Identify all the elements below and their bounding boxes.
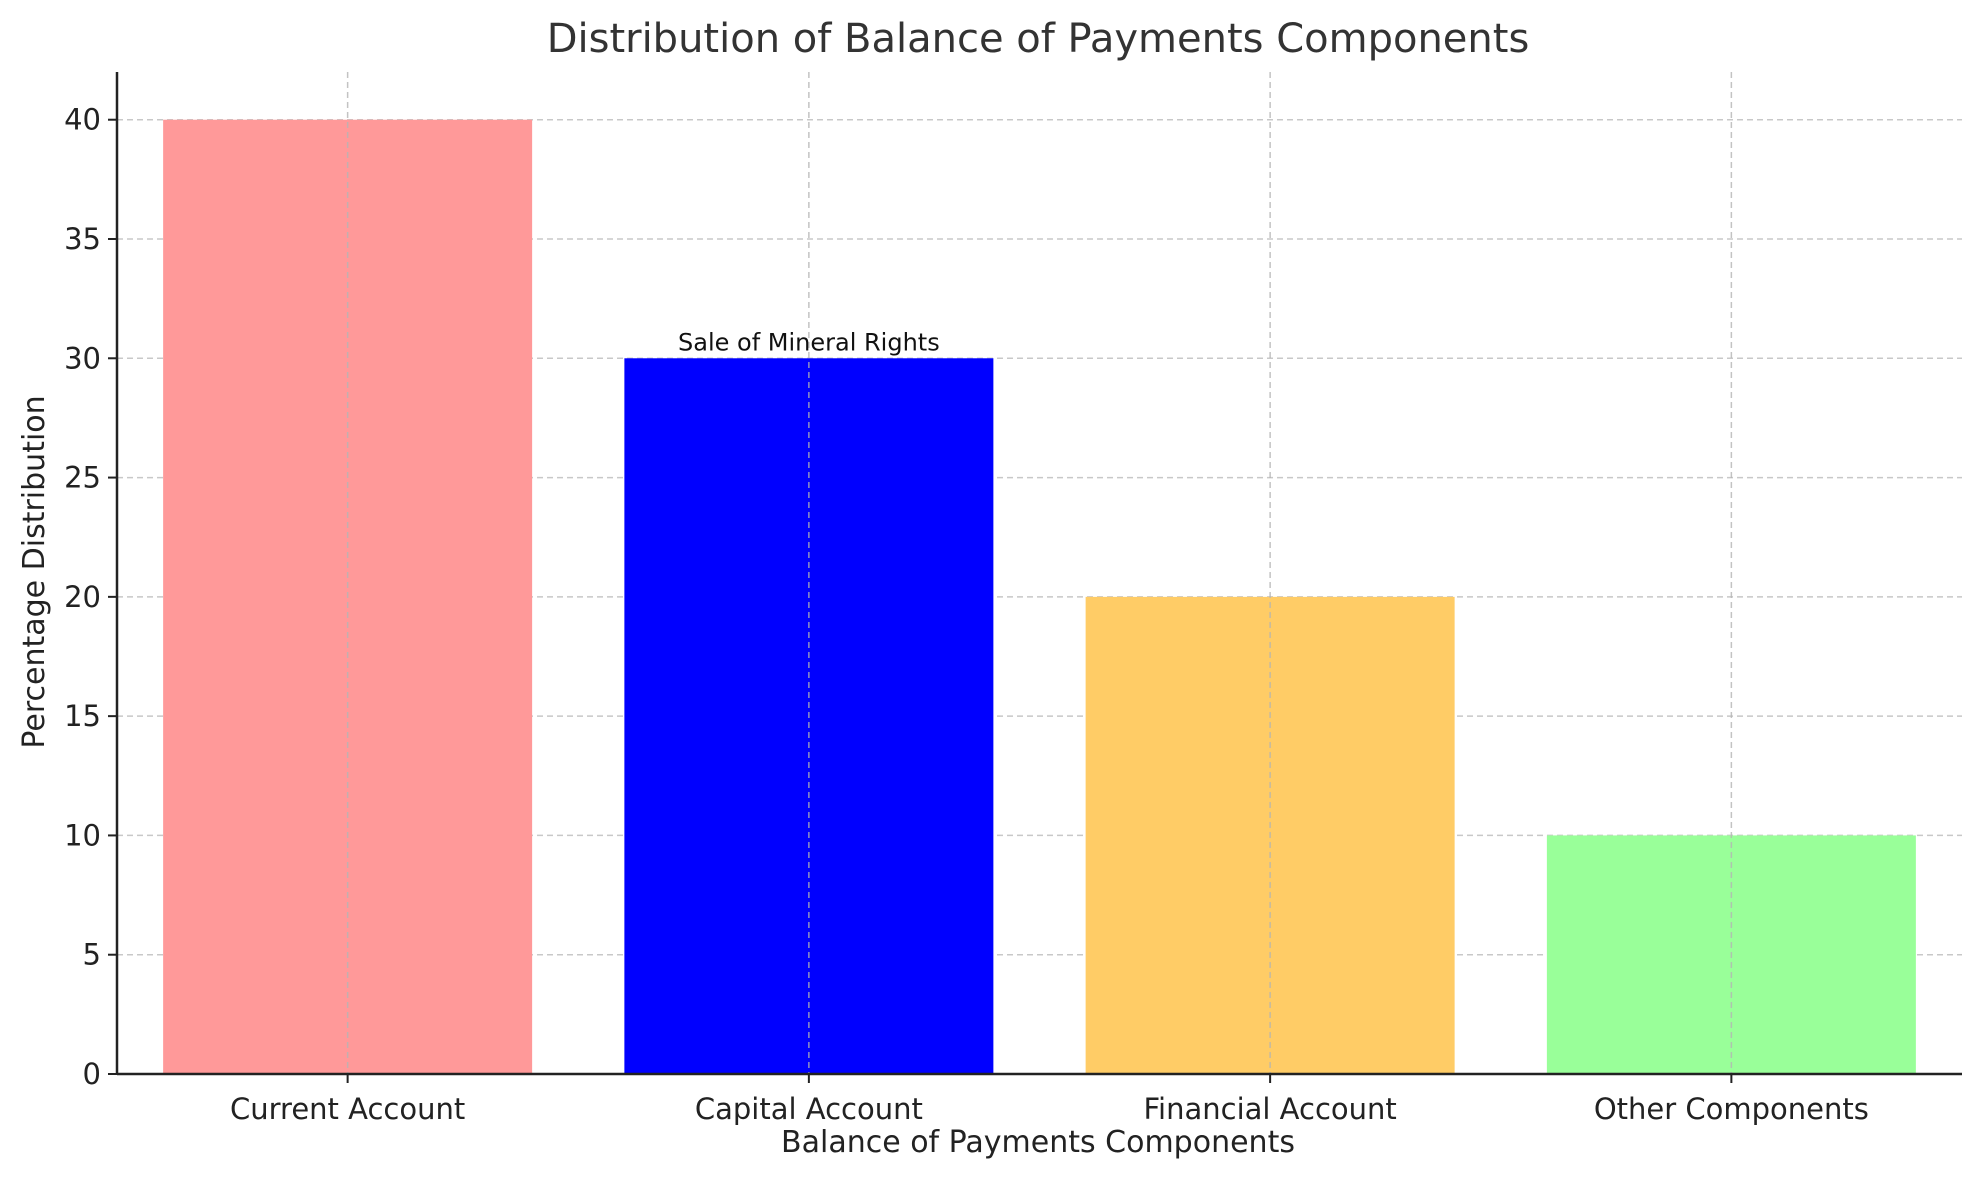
x-tick-label: Capital Account xyxy=(695,1092,923,1126)
y-tick-label: 0 xyxy=(83,1057,101,1091)
x-tick-label: Other Components xyxy=(1594,1092,1869,1126)
y-tick-label: 30 xyxy=(64,341,101,375)
x-axis-label: Balance of Payments Components xyxy=(781,1125,1295,1160)
y-tick-label: 25 xyxy=(64,461,101,495)
axes xyxy=(108,72,1962,1083)
y-axis-label: Percentage Distribution xyxy=(17,395,52,748)
bar-annotation: Sale of Mineral Rights xyxy=(678,328,940,356)
tick-labels: 0 5 10 15 20 25 30 35 40 Current Account Capital A… xyxy=(64,103,1869,1126)
x-tick-label: Financial Account xyxy=(1143,1092,1396,1126)
x-tick-label: Current Account xyxy=(230,1092,465,1126)
vertical-grid-lines xyxy=(346,72,1733,1074)
y-tick-label: 10 xyxy=(64,818,101,852)
y-tick-label: 5 xyxy=(83,938,101,972)
y-tick-label: 15 xyxy=(64,699,101,733)
y-tick-label: 20 xyxy=(64,580,101,614)
y-tick-label: 40 xyxy=(64,103,101,137)
annotations: Sale of Mineral Rights xyxy=(678,328,940,356)
y-tick-label: 35 xyxy=(64,222,101,256)
chart-title: Distribution of Balance of Payments Comp… xyxy=(547,16,1530,62)
